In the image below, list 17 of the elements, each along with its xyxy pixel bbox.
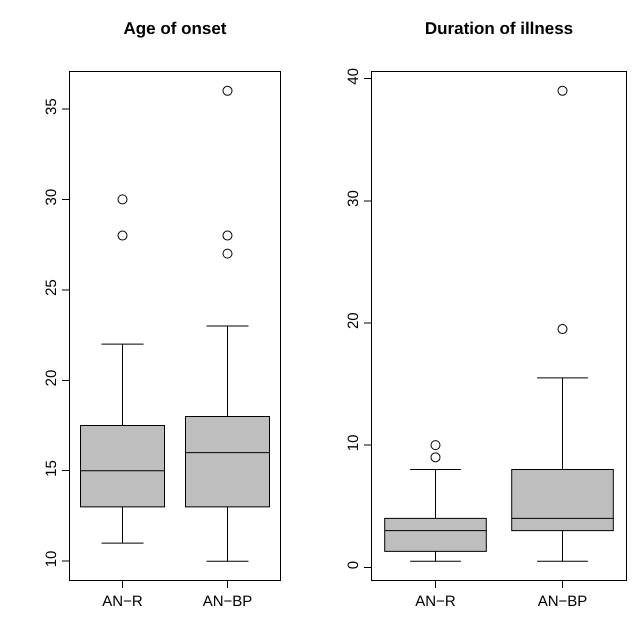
y-tick-label: 20: [345, 312, 362, 330]
y-tick-label: 40: [345, 68, 362, 85]
x-tick-label: AN−R: [415, 593, 456, 610]
y-tick-label: 35: [43, 98, 60, 116]
chart-title: Duration of illness: [424, 19, 574, 38]
y-tick-label: 15: [43, 460, 60, 477]
y-tick-label: 25: [43, 279, 60, 296]
x-tick-label: AN−BP: [538, 593, 588, 610]
y-tick-label: 30: [345, 190, 362, 207]
chart-title: Age of onset: [124, 19, 227, 38]
y-tick-label: 0: [345, 560, 362, 570]
y-tick-label: 10: [43, 550, 60, 568]
x-tick-label: AN−R: [102, 593, 143, 610]
x-tick-label: AN−BP: [202, 593, 252, 610]
y-tick-label: 20: [43, 370, 60, 386]
y-tick-label: 30: [43, 188, 60, 206]
y-tick-label: 10: [345, 434, 362, 452]
